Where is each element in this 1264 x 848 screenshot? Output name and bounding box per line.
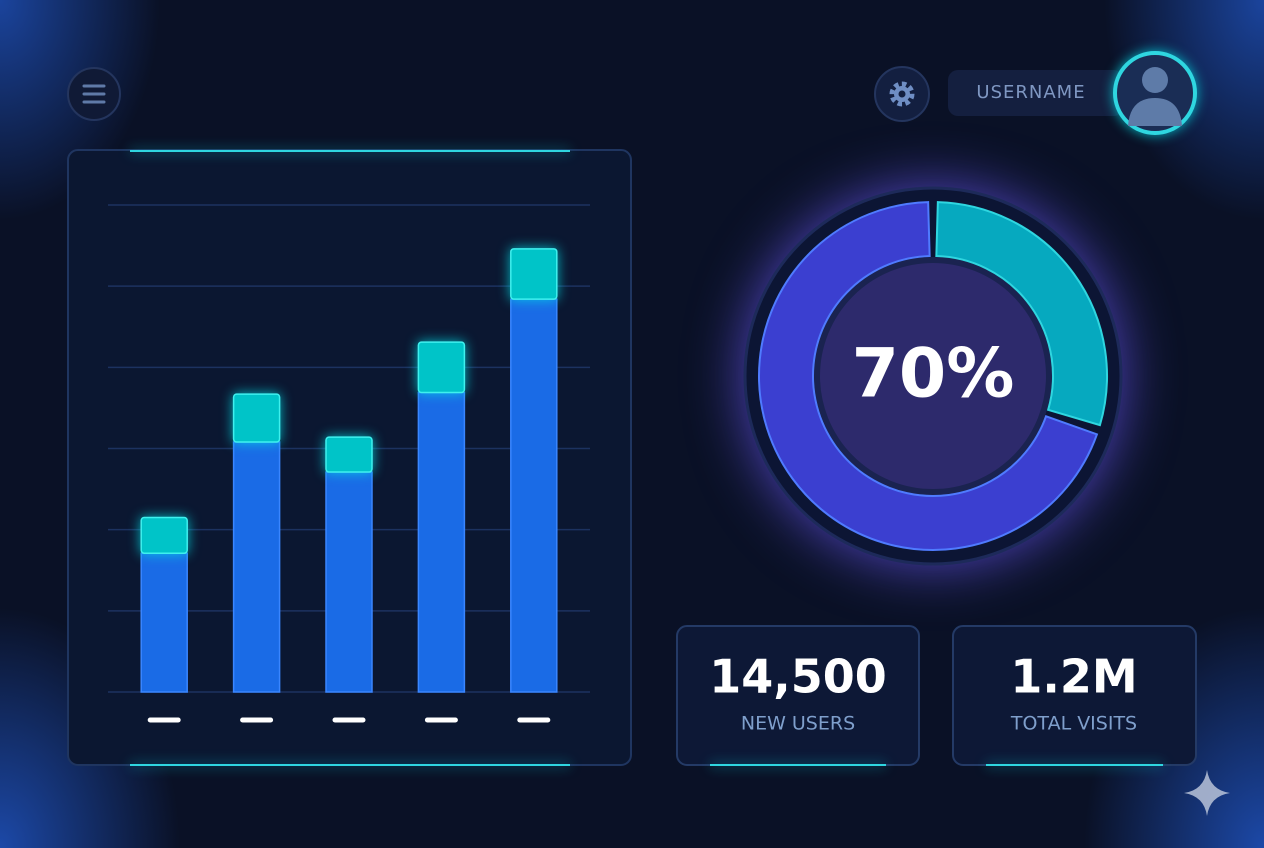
donut-center (814, 257, 1052, 495)
bar-segment (140, 516, 188, 554)
gear-teeth[interactable] (889, 81, 915, 107)
avatar-head (1142, 67, 1168, 93)
bar-segment (325, 471, 373, 693)
donut-center-label: 70% (852, 335, 1015, 414)
bar-segment (510, 298, 558, 693)
donut-segment (935, 201, 1108, 427)
bar-chart (108, 204, 590, 723)
avatar-body (1128, 98, 1182, 126)
username-pill[interactable] (948, 70, 1124, 116)
stat-value: 1.2M (1010, 650, 1137, 704)
stat-value: 14,500 (709, 650, 887, 704)
stat-label: TOTAL VISITS (1010, 713, 1137, 735)
sparkle-icon (1184, 770, 1230, 816)
bar-segment (325, 436, 373, 473)
gear-hole[interactable] (898, 90, 906, 98)
bar-segment (232, 393, 281, 443)
bar-segment (417, 391, 466, 693)
donut-segment (758, 201, 1099, 551)
menu-button[interactable] (67, 67, 121, 121)
donut-chart: 70% (758, 201, 1108, 551)
bar-segment (417, 341, 466, 394)
settings-button[interactable] (874, 66, 930, 122)
menu-icon[interactable] (82, 84, 106, 104)
stat-label: NEW USERS (741, 713, 855, 735)
bar-segment (232, 441, 281, 693)
bar-segment (510, 248, 558, 300)
bar-segment (140, 552, 188, 693)
username[interactable]: USERNAME (976, 82, 1085, 103)
avatar[interactable] (1113, 51, 1197, 135)
